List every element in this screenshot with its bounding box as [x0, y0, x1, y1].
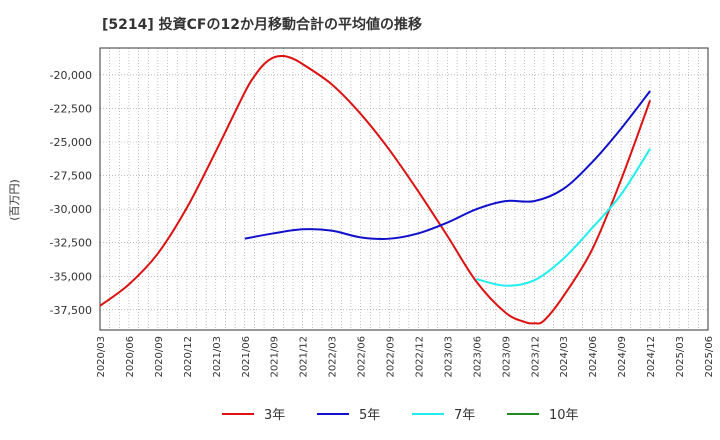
y-tick-label: -25,000 [50, 136, 92, 149]
x-tick-label: 2024/06 [588, 336, 599, 378]
x-tick-label: 2021/09 [270, 336, 281, 378]
grid-layer [99, 48, 709, 330]
legend: 3年 5年 7年 10年 [222, 408, 579, 423]
x-tick-label: 2023/09 [501, 336, 512, 378]
legend-label: 5年 [359, 408, 380, 423]
x-tick-label: 2022/03 [328, 336, 339, 378]
x-tick-label: 2023/06 [472, 336, 483, 378]
series-line-3年 [99, 54, 652, 325]
y-tick-label: -22,500 [50, 102, 92, 115]
y-tick-labels: -20,000 -22,500 -25,000 -27,500 -30,000 -32,5… [50, 69, 92, 317]
x-tick-label: 2020/12 [183, 336, 194, 378]
legend-label: 7年 [454, 408, 475, 423]
x-tick-label: 2020/06 [125, 336, 136, 378]
x-tick-label: 2022/06 [357, 336, 368, 378]
y-tick-label: -30,000 [50, 203, 92, 216]
series-layer [99, 54, 652, 325]
y-tick-label: -37,500 [50, 304, 92, 317]
x-tick-label: 2024/12 [646, 336, 657, 378]
x-tick-label: 2021/06 [241, 336, 252, 378]
y-tick-label: -35,000 [50, 270, 92, 283]
series-line-7年 [476, 148, 651, 287]
x-tick-label: 2022/12 [414, 336, 425, 378]
legend-label: 10年 [549, 408, 579, 423]
x-tick-label: 2021/03 [212, 336, 223, 378]
x-tick-label: 2025/06 [704, 336, 715, 378]
x-tick-label: 2023/03 [443, 336, 454, 378]
y-tick-label: -20,000 [50, 69, 92, 82]
x-tick-label: 2025/03 [675, 336, 686, 378]
x-tick-label: 2022/09 [386, 336, 397, 378]
x-tick-label: 2023/12 [530, 336, 541, 378]
y-tick-label: -27,500 [50, 170, 92, 183]
x-tick-label: 2020/03 [96, 336, 107, 378]
chart-title: [5214] 投資CFの12か月移動合計の平均値の推移 [102, 17, 422, 33]
x-tick-label: 2024/09 [617, 336, 628, 378]
series-line-5年 [244, 90, 651, 240]
x-tick-label: 2021/12 [299, 336, 310, 378]
y-axis-label: (百万円) [8, 179, 21, 221]
x-tick-label: 2024/03 [559, 336, 570, 378]
x-tick-label: 2020/09 [154, 336, 165, 378]
y-tick-label: -32,500 [50, 237, 92, 250]
plot-frame [99, 47, 709, 331]
x-tick-labels: 2020/03 2020/06 2020/09 2020/12 2021/03 2021/… [96, 336, 715, 378]
legend-label: 3年 [264, 408, 285, 423]
